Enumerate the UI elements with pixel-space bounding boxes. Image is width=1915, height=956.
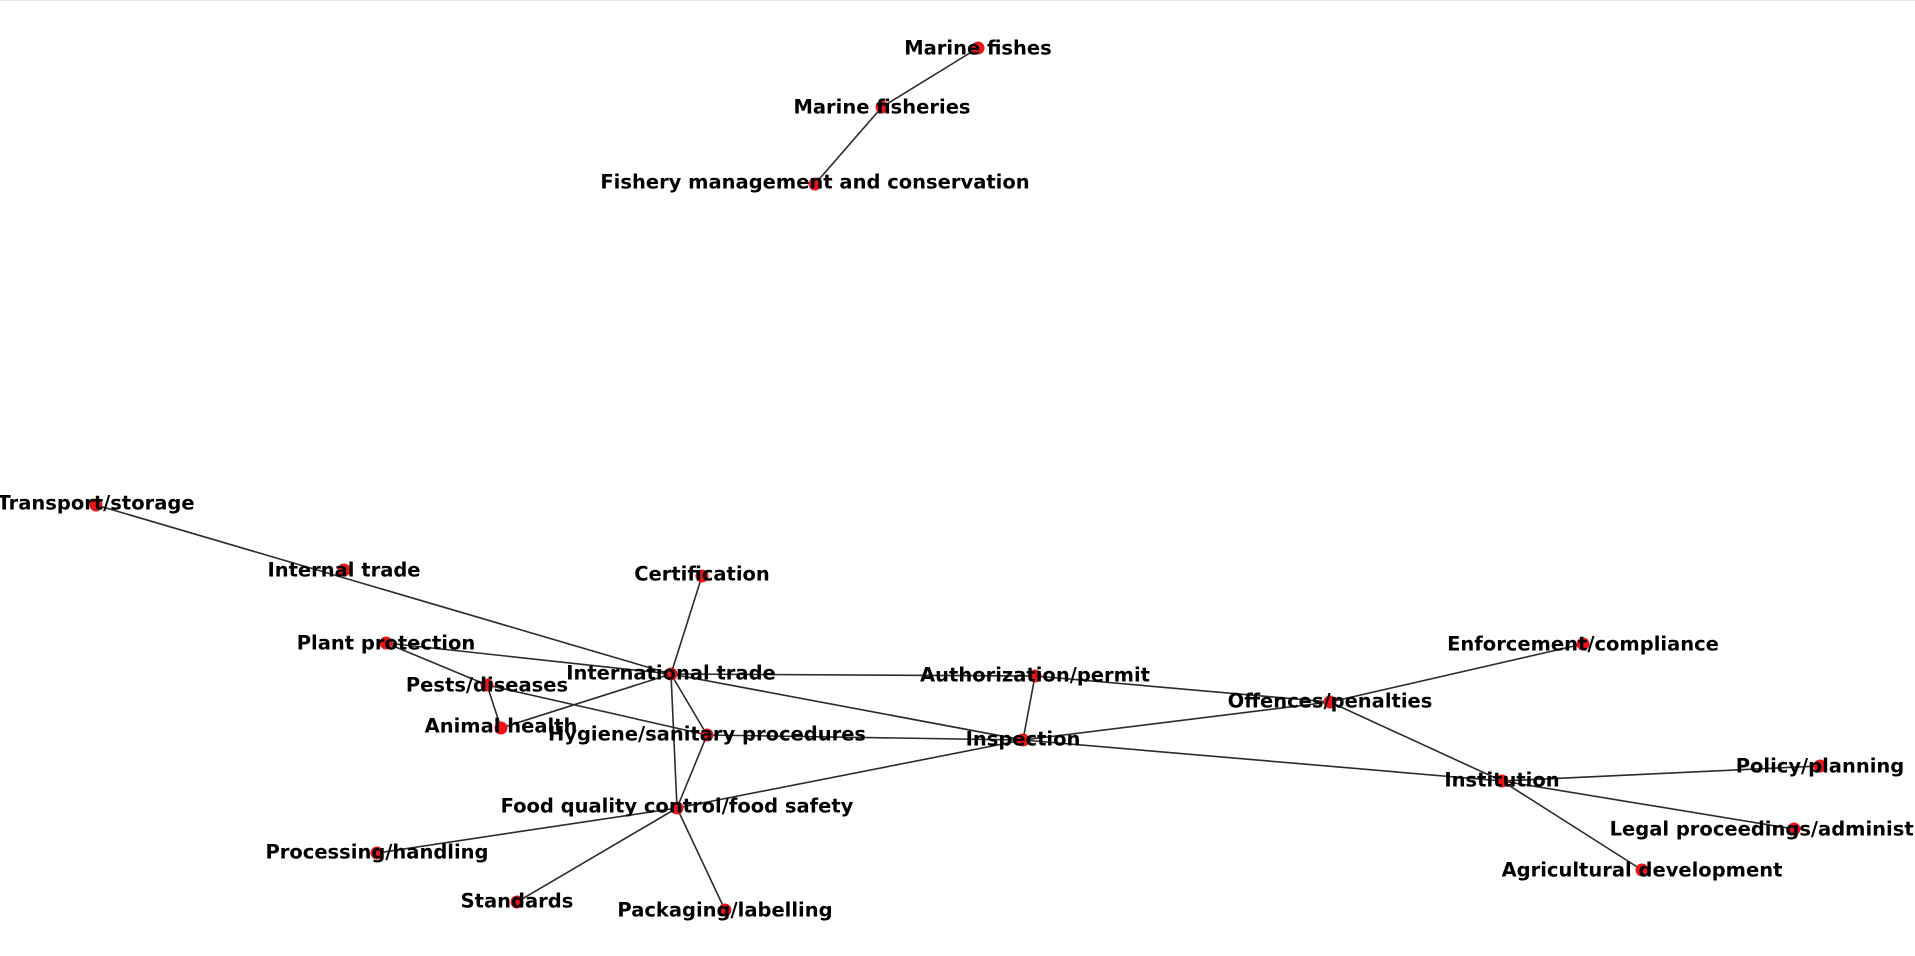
node-international_trade [664,667,678,681]
node-enforcement [1576,637,1590,651]
node-certification [695,569,709,583]
node-label-plant_protection: Plant protection [297,632,476,655]
node-hygiene [700,728,714,742]
node-label-offences: Offences/penalties [1228,690,1433,713]
node-label-transport: Transport/storage [0,492,195,515]
edge-animal_health-international_trade [500,673,672,729]
edges-layer [95,47,1821,911]
edge-marine_fishes-marine_fisheries [881,47,979,108]
node-label-certification: Certification [634,563,770,586]
node-processing [370,846,384,860]
edge-inspection-offences [1022,701,1331,741]
node-inspection [1016,733,1030,747]
node-label-internal_trade: Internal trade [267,559,420,582]
edge-inspection-institution [1022,739,1503,782]
edge-plant_protection-international_trade [385,642,672,675]
edge-institution-policy [1501,765,1821,782]
edge-food_quality-standards [516,807,678,903]
node-policy [1813,759,1827,773]
node-label-marine_fisheries: Marine fisheries [793,96,970,119]
node-internal_trade [337,563,351,577]
edge-offences-enforcement [1329,643,1584,703]
edge-offences-institution [1329,701,1503,782]
edge-authorization-offences [1034,675,1331,703]
edge-authorization-inspection [1022,675,1036,741]
edge-hygiene-inspection [706,734,1024,741]
node-packaging [718,903,732,917]
node-label-fishery_mgmt: Fishery management and conservation [600,171,1029,194]
node-label-policy: Policy/planning [1736,755,1905,778]
node-legal [1787,822,1801,836]
edge-certification-international_trade [670,575,703,675]
node-food_quality [670,801,684,815]
edge-international_trade-authorization [670,673,1036,677]
node-animal_health [494,721,508,735]
edge-institution-legal [1501,780,1795,830]
edge-international_trade-food_quality [670,673,678,809]
node-label-animal_health: Animal health [425,715,578,738]
edge-transport-international_trade [95,504,672,675]
edge-hygiene-food_quality [676,734,708,809]
node-label-international_trade: International trade [566,662,776,685]
node-label-agri_dev: Agricultural development [1502,859,1783,882]
edge-plant_protection-pests [385,642,488,686]
node-label-processing: Processing/handling [265,841,488,864]
node-plant_protection [379,636,393,650]
edge-food_quality-processing [376,807,678,854]
node-agri_dev [1635,863,1649,877]
labels-layer: Marine fishes Marine fisheries Fishery man… [0,37,1915,922]
node-institution [1495,774,1509,788]
node-label-pests: Pests/diseases [406,674,568,697]
node-label-inspection: Inspection [966,728,1081,751]
node-marine_fishes [971,41,985,55]
node-label-enforcement: Enforcement/compliance [1447,633,1719,656]
edge-pests-hygiene [486,684,708,736]
node-fishery_mgmt [808,177,822,191]
edge-international_trade-hygiene [670,673,708,736]
node-label-food_quality: Food quality control/food safety [501,795,854,818]
edge-food_quality-packaging [676,807,726,911]
node-label-authorization: Authorization/permit [920,664,1150,687]
node-standards [510,895,524,909]
edge-international_trade-inspection [670,673,1024,741]
node-label-marine_fishes: Marine fishes [904,37,1052,60]
node-pests [480,678,494,692]
edge-inspection-food_quality [676,739,1024,809]
node-authorization [1028,669,1042,683]
node-label-packaging: Packaging/labelling [617,899,832,922]
edge-marine_fisheries-fishery_mgmt [814,106,883,185]
nodes-layer [89,41,1827,917]
node-offences [1323,695,1337,709]
edge-pests-animal_health [486,684,502,729]
node-label-hygiene: Hygiene/sanitary procedures [548,723,866,746]
node-marine_fisheries [875,100,889,114]
node-label-institution: Institution [1444,769,1559,792]
node-label-legal: Legal proceedings/administrative [1610,818,1915,841]
node-transport [89,498,103,512]
edge-institution-agri_dev [1501,780,1643,871]
node-label-standards: Standards [461,890,574,913]
